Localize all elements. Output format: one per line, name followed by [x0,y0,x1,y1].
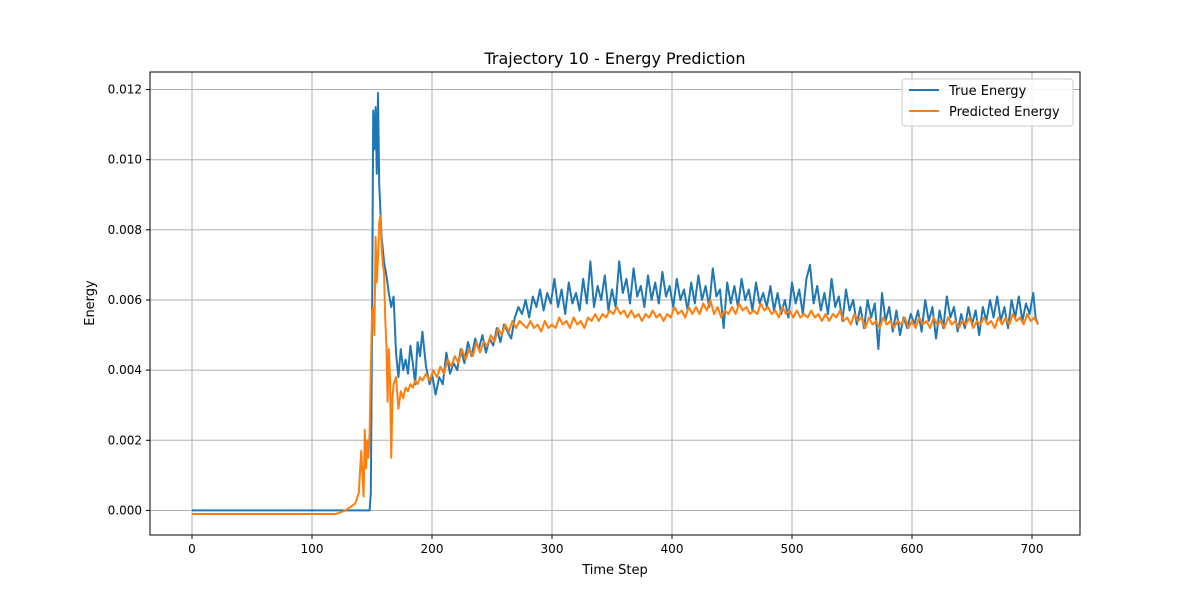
y-tick-label: 0.004 [108,363,142,377]
x-axis-ticks: 0 100 200 300 400 500 600 700 [188,535,1043,556]
x-tick-label: 200 [421,542,444,556]
series-line-predicted-energy [192,214,1039,515]
y-tick-label: 0.010 [108,153,142,167]
legend-label-predicted-energy: Predicted Energy [949,105,1060,120]
series-line-true-energy [192,92,1039,512]
y-tick-label: 0.006 [108,293,142,307]
y-axis-ticks: 0.000 0.002 0.004 0.006 0.008 0.010 0.012 [108,83,150,517]
chart-title: Trajectory 10 - Energy Prediction [484,49,746,68]
y-tick-label: 0.012 [108,83,142,97]
y-tick-label: 0.008 [108,223,142,237]
legend-box [901,78,1074,127]
legend: True Energy Predicted Energy [901,78,1074,127]
legend-label-true-energy: True Energy [948,84,1027,99]
x-axis-label: Time Step [581,563,648,578]
y-tick-label: 0.002 [108,433,142,447]
plot-area-frame [149,71,1081,536]
x-tick-label: 400 [661,542,684,556]
x-tick-label: 300 [541,542,564,556]
x-tick-label: 100 [301,542,324,556]
data-lines [192,92,1039,515]
x-tick-label: 0 [188,542,196,556]
x-tick-label: 700 [1021,542,1044,556]
x-tick-label: 600 [901,542,924,556]
y-axis-label: Energy [83,280,98,326]
x-tick-label: 500 [781,542,804,556]
y-tick-label: 0.000 [108,503,142,517]
